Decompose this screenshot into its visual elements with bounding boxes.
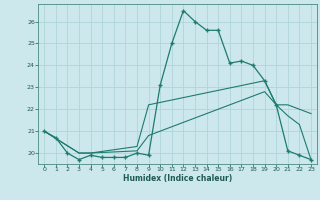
X-axis label: Humidex (Indice chaleur): Humidex (Indice chaleur) — [123, 174, 232, 183]
